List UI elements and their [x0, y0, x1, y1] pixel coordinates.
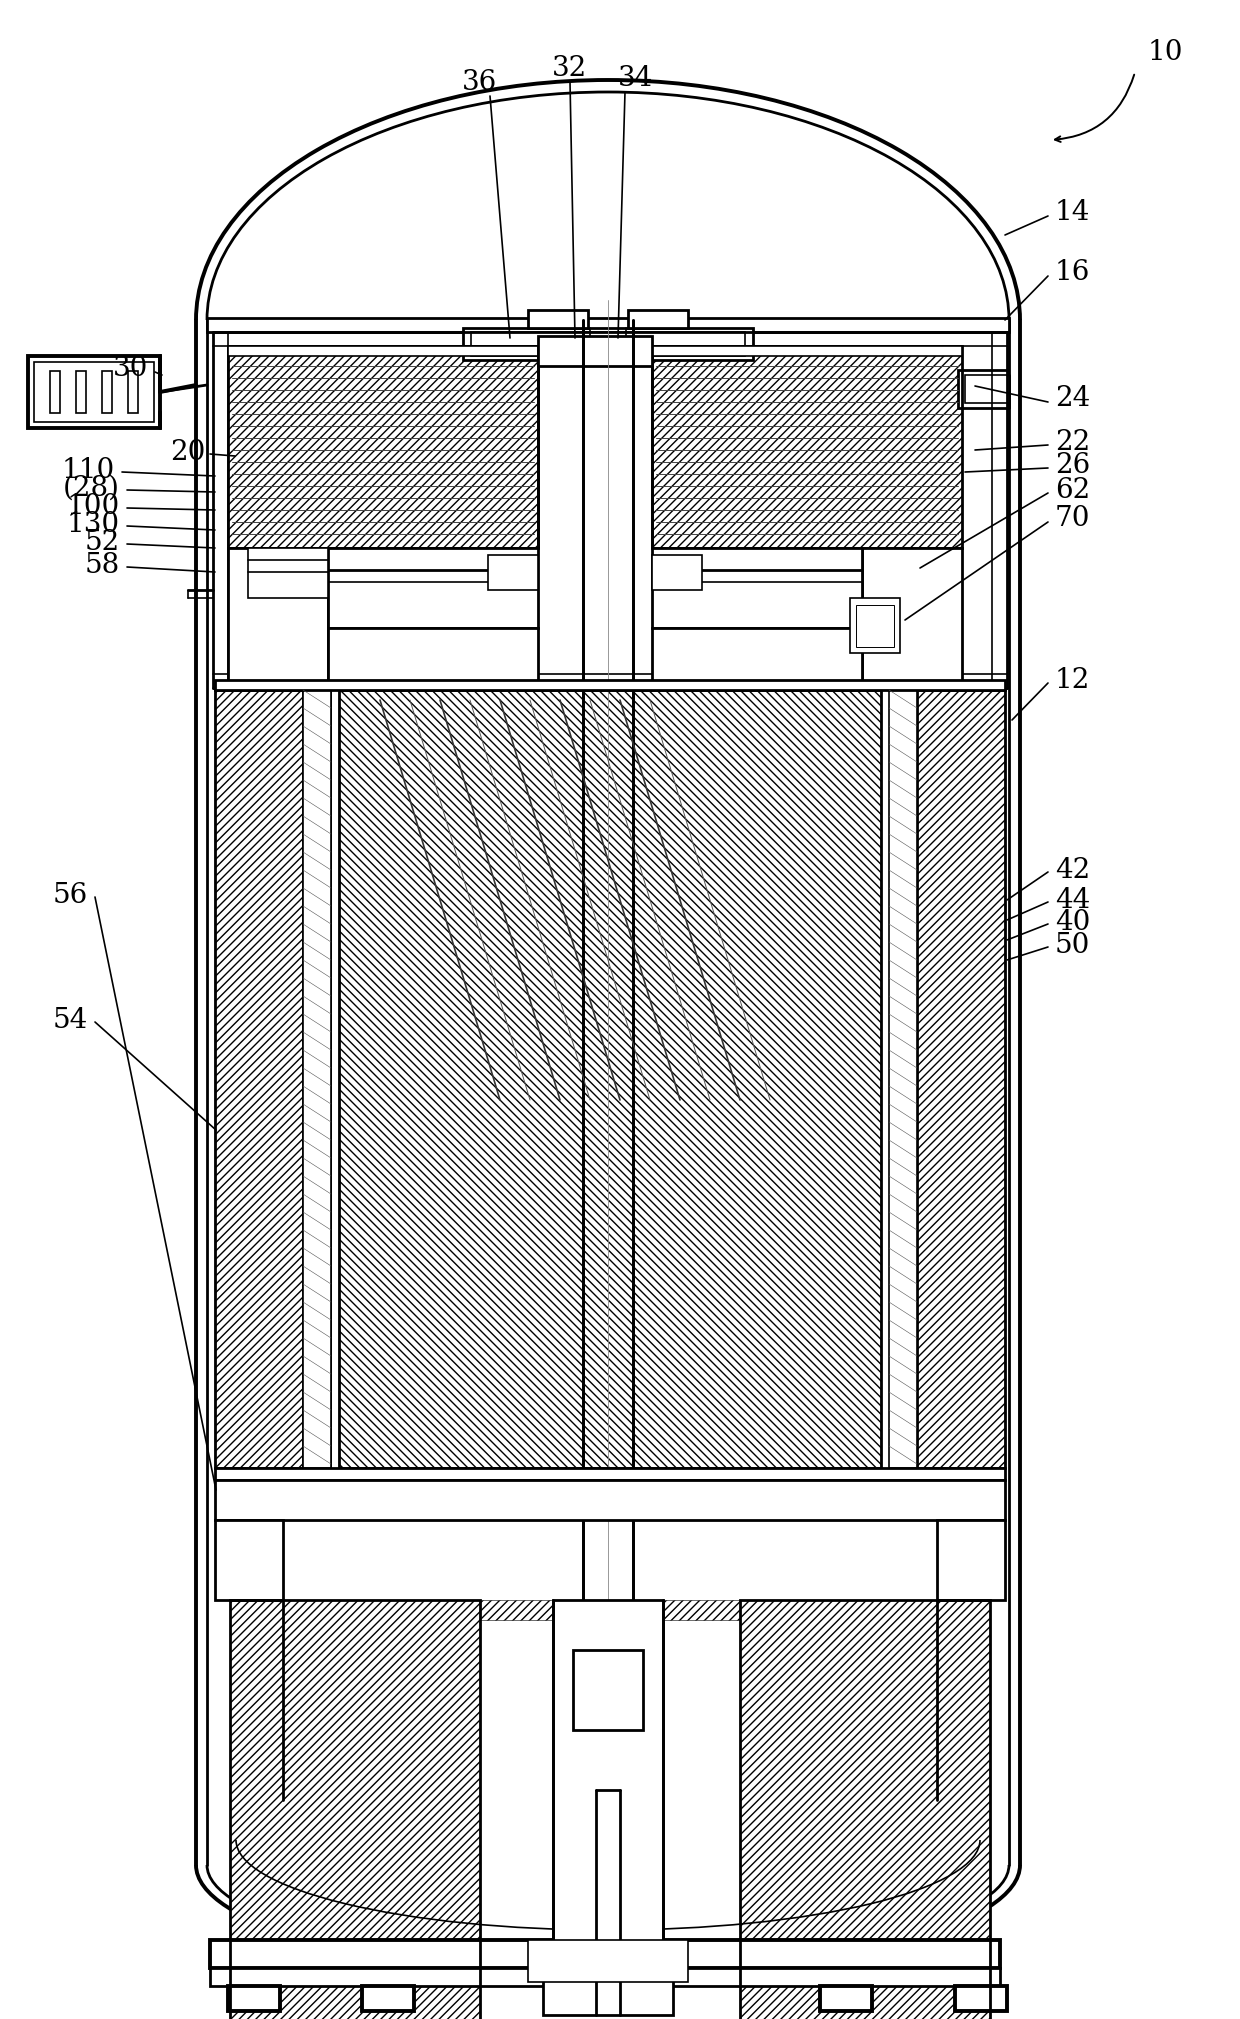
Bar	[965, 376, 1009, 404]
Bar	[820, 1987, 872, 2011]
Text: 70: 70	[1055, 505, 1090, 531]
Bar	[215, 690, 303, 1468]
Bar	[229, 1599, 480, 2019]
Bar	[740, 1599, 990, 2019]
Bar	[463, 327, 753, 359]
Bar	[528, 1940, 688, 1983]
Bar	[937, 1520, 1004, 1599]
Bar	[652, 345, 962, 547]
Text: 20: 20	[170, 438, 205, 466]
Bar	[228, 345, 538, 355]
Bar	[215, 690, 303, 1468]
Bar	[856, 606, 894, 646]
Bar	[627, 311, 688, 327]
Bar	[329, 547, 538, 628]
Text: 10: 10	[1147, 38, 1183, 65]
Bar	[652, 345, 962, 355]
Bar	[228, 1987, 280, 2011]
Bar	[918, 690, 1004, 1468]
Text: 34: 34	[618, 65, 652, 91]
Bar	[215, 1480, 1004, 1520]
Bar	[915, 1480, 1004, 1520]
Text: 130: 130	[67, 511, 120, 537]
Text: 110: 110	[62, 456, 115, 483]
Bar	[362, 1987, 414, 2011]
Bar	[471, 331, 745, 355]
Text: 54: 54	[53, 1007, 88, 1034]
Bar	[29, 355, 160, 428]
Bar	[937, 1520, 1004, 1599]
Bar	[740, 1599, 990, 2019]
Bar	[229, 1599, 480, 2019]
Bar	[528, 311, 588, 327]
Text: 56: 56	[53, 882, 88, 909]
Bar	[339, 690, 880, 1468]
Text: 36: 36	[463, 69, 497, 95]
Bar	[553, 1599, 663, 1981]
Bar	[210, 1940, 999, 1969]
Bar	[76, 371, 86, 414]
Text: 24: 24	[1055, 384, 1090, 412]
Bar	[538, 335, 652, 365]
Bar	[283, 1599, 937, 1619]
Bar	[228, 345, 538, 547]
Bar	[215, 1480, 305, 1520]
Bar	[207, 319, 1009, 331]
Text: 62: 62	[1055, 476, 1090, 503]
Bar	[489, 555, 538, 590]
Bar	[210, 1969, 999, 1987]
Text: 16: 16	[1055, 258, 1090, 285]
Bar	[128, 371, 138, 414]
Bar	[652, 555, 702, 590]
Text: 58: 58	[84, 551, 120, 579]
Text: 44: 44	[1055, 886, 1090, 913]
Bar	[228, 345, 538, 547]
Bar	[543, 1981, 673, 2015]
Bar	[652, 345, 962, 547]
Bar	[303, 690, 331, 1468]
Bar	[918, 690, 1004, 1468]
Bar	[862, 547, 962, 688]
Bar	[215, 680, 1004, 690]
Bar	[329, 628, 538, 688]
Bar	[652, 628, 862, 688]
Bar	[583, 319, 632, 1781]
Bar	[33, 361, 154, 422]
Bar	[849, 598, 900, 652]
Text: 12: 12	[1055, 666, 1090, 693]
Bar	[889, 690, 918, 1468]
Text: 100: 100	[67, 493, 120, 519]
Bar	[339, 690, 880, 1468]
Text: 14: 14	[1055, 198, 1090, 226]
Bar	[215, 1468, 1004, 1480]
Text: 50: 50	[1055, 931, 1090, 959]
Bar	[215, 1520, 283, 1599]
Bar	[955, 1987, 1007, 2011]
Bar	[215, 1520, 283, 1599]
Bar	[573, 1650, 644, 1730]
Text: 32: 32	[552, 55, 588, 81]
Text: (28): (28)	[63, 474, 120, 501]
Bar	[652, 547, 862, 628]
Text: 22: 22	[1055, 428, 1090, 456]
Text: 40: 40	[1055, 909, 1090, 935]
Bar	[50, 371, 60, 414]
Bar	[102, 371, 112, 414]
Bar	[228, 547, 329, 588]
Text: 52: 52	[84, 529, 120, 555]
Bar	[228, 547, 329, 688]
Text: 42: 42	[1055, 856, 1090, 884]
Bar	[248, 547, 329, 598]
Text: 26: 26	[1055, 452, 1090, 479]
Bar	[862, 547, 962, 588]
Bar	[959, 369, 1008, 408]
Bar	[543, 1981, 673, 2015]
Text: 30: 30	[113, 355, 148, 382]
